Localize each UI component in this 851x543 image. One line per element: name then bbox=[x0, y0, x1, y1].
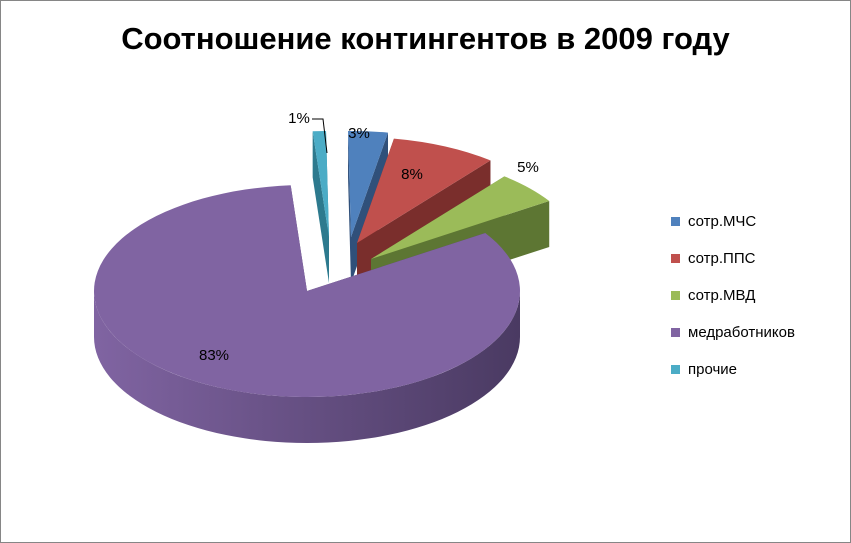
legend-label-mvd: сотр.МВД bbox=[688, 287, 756, 304]
legend-item-mvd: сотр.МВД bbox=[671, 287, 846, 304]
legend: сотр.МЧС сотр.ППС сотр.МВД медработников… bbox=[671, 213, 846, 398]
data-label-pps: 8% bbox=[401, 166, 423, 183]
legend-swatch-other bbox=[671, 365, 680, 374]
legend-swatch-pps bbox=[671, 254, 680, 263]
slice-other-wall-0 bbox=[312, 131, 329, 283]
data-label-mchs: 3% bbox=[348, 125, 370, 142]
slice-other-top bbox=[312, 131, 329, 237]
legend-label-pps: сотр.ППС bbox=[688, 250, 756, 267]
chart-title: Соотношение контингентов в 2009 году bbox=[121, 21, 730, 56]
data-label-other: 1% bbox=[288, 110, 310, 127]
legend-swatch-mvd bbox=[671, 291, 680, 300]
legend-swatch-mchs bbox=[671, 217, 680, 226]
pie-labels: 3% 8% 5% 83% 1% bbox=[199, 110, 539, 364]
data-label-mvd: 5% bbox=[517, 159, 539, 176]
legend-swatch-medical bbox=[671, 328, 680, 337]
pie-tops bbox=[94, 131, 550, 397]
data-label-medical: 83% bbox=[199, 347, 229, 364]
legend-label-medical: медработников bbox=[688, 324, 795, 341]
legend-item-mchs: сотр.МЧС bbox=[671, 213, 846, 230]
legend-item-other: прочие bbox=[671, 361, 846, 378]
slice-mchs-wall-0 bbox=[348, 131, 351, 283]
slice-mvd-top bbox=[371, 176, 550, 259]
slice-medical-front bbox=[94, 291, 520, 443]
legend-label-mchs: сотр.МЧС bbox=[688, 213, 757, 230]
legend-label-other: прочие bbox=[688, 361, 738, 378]
legend-item-pps: сотр.ППС bbox=[671, 250, 846, 267]
slice-mchs-top bbox=[348, 131, 388, 237]
legend-item-medical: медработников bbox=[671, 324, 846, 341]
slice-pps-top bbox=[357, 138, 491, 243]
slice-medical-top bbox=[94, 185, 520, 397]
leader-line-other bbox=[312, 118, 328, 154]
